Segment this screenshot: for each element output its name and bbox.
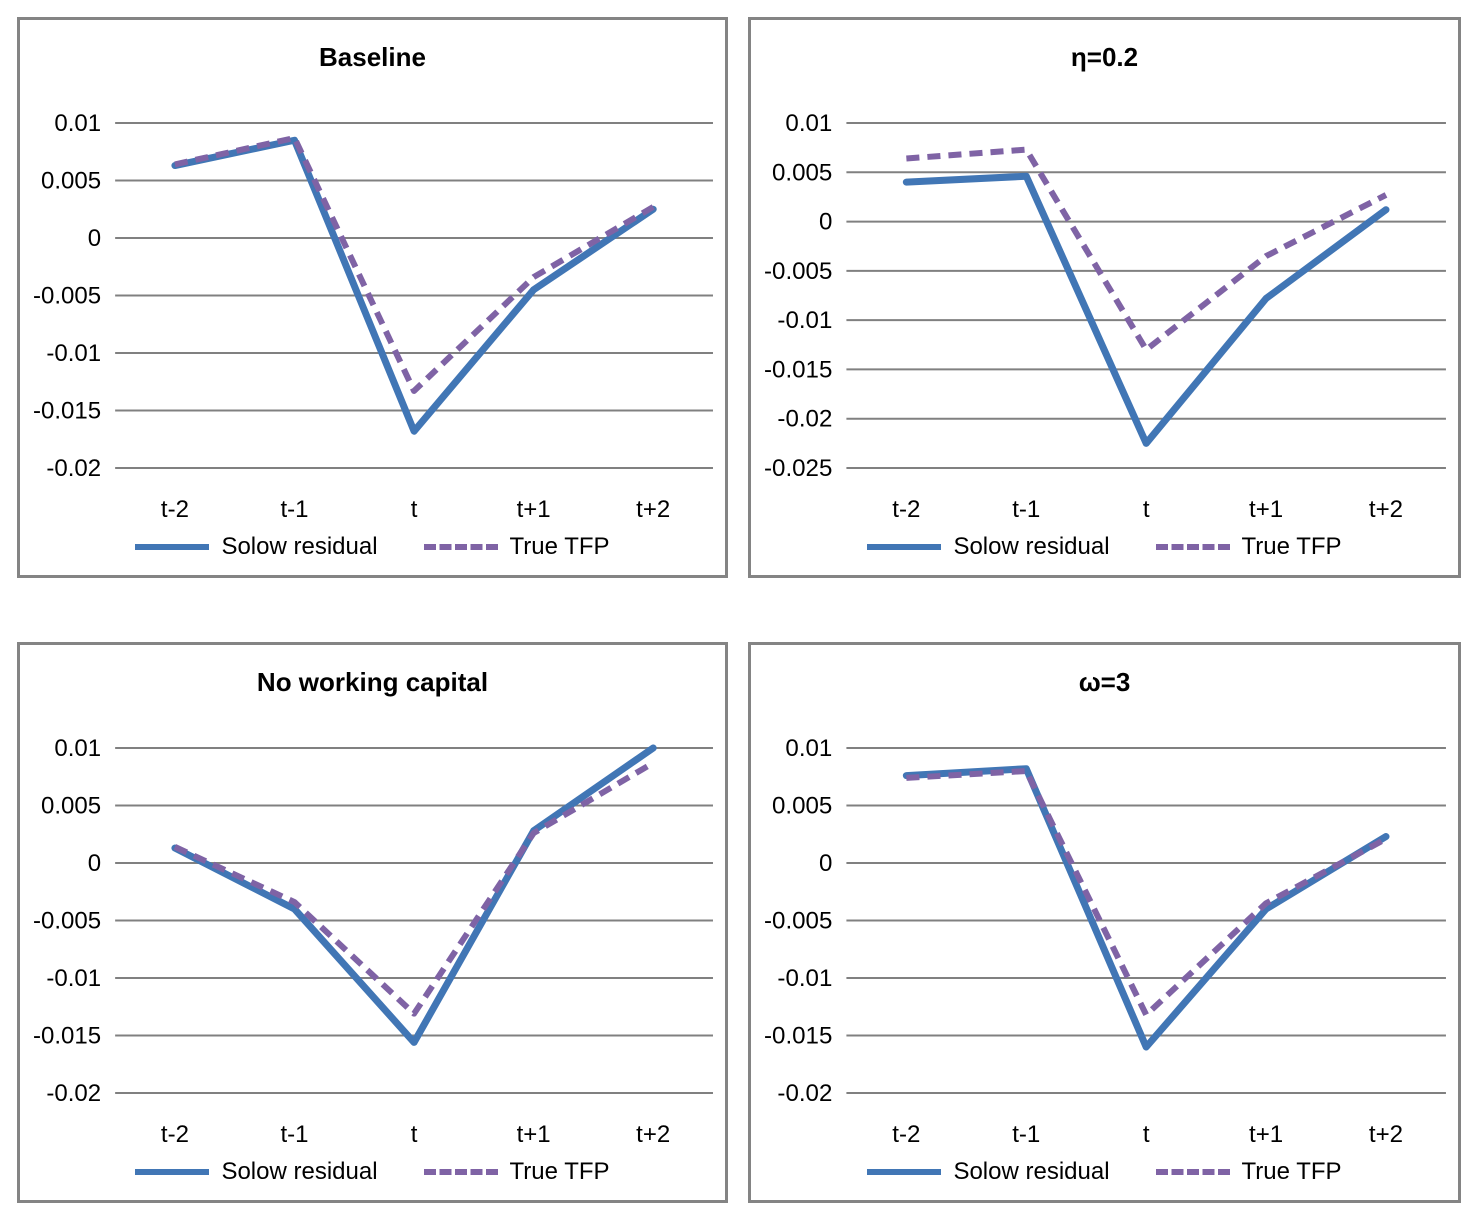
x-tick-label: t+1 [517, 1121, 551, 1148]
tfp-line-sample [1155, 1169, 1230, 1175]
x-tick-label: t-1 [280, 496, 308, 523]
tfp-line-sample [423, 1169, 498, 1175]
y-tick-label: -0.025 [764, 455, 832, 482]
legend-label: Solow residual [953, 1158, 1110, 1185]
y-tick-label: 0.01 [54, 110, 101, 137]
x-tick-label: t-2 [892, 1121, 920, 1148]
y-tick-label: 0.01 [785, 110, 832, 137]
chart-canvas: 0.01 0.005 0 -0.005 -0.01 -0.015 -0.02 -0.025 t-… [764, 110, 1446, 523]
legend-item-solow-residual: Solow residual [135, 1158, 378, 1186]
chart-legend: Solow residual True TFP [20, 533, 725, 561]
solow-series-line [902, 172, 1390, 447]
y-tick-label: 0.01 [54, 735, 101, 762]
legend-label: True TFP [509, 533, 610, 560]
x-tick-label: t+1 [1249, 496, 1283, 523]
solow-line-sample [867, 1169, 942, 1175]
x-tick-label: t+2 [636, 496, 670, 523]
x-tick-label: t-1 [1012, 496, 1040, 523]
y-tick-label: 0 [819, 209, 832, 236]
y-tick-label: -0.02 [777, 406, 832, 433]
solow-series-line [171, 136, 657, 435]
tfp-series-line [906, 768, 1388, 1018]
legend-label: True TFP [1241, 1158, 1342, 1185]
y-tick-label: -0.02 [46, 455, 101, 482]
legend-label: Solow residual [221, 1158, 378, 1185]
chart-panel-no-working-capital: No working capital 0.01 0.005 0 -0.005 -0.01… [17, 642, 728, 1203]
x-tick-label: t+1 [517, 496, 551, 523]
solow-line-sample [867, 544, 942, 550]
legend-item-true-tfp: True TFP [423, 1158, 610, 1186]
y-tick-label: 0.005 [41, 168, 101, 195]
x-tick-label: t-2 [161, 496, 189, 523]
y-tick-label: -0.005 [764, 908, 832, 935]
tfp-line-sample [1155, 544, 1230, 550]
legend-label: True TFP [1241, 533, 1342, 560]
solow-line-sample [135, 544, 210, 550]
x-tick-label: t [1143, 496, 1150, 523]
solow-line-sample [135, 1169, 210, 1175]
x-tick-label: t-2 [161, 1121, 189, 1148]
x-tick-label: t+2 [636, 1121, 670, 1148]
chart-panel-eta: η=0.2 0.01 0.005 0 -0.005 -0.01 -0.015 -0.02 -0… [748, 17, 1461, 578]
legend-item-solow-residual: Solow residual [135, 533, 378, 561]
x-tick-label: t [411, 1121, 418, 1148]
y-tick-label: 0.005 [41, 793, 101, 820]
x-tick-label: t-2 [892, 496, 920, 523]
y-tick-label: -0.01 [46, 965, 101, 992]
x-tick-label: t [411, 496, 418, 523]
chart-canvas: 0.01 0.005 0 -0.005 -0.01 -0.015 -0.02 t-2 t-1 t t… [33, 735, 713, 1148]
y-tick-label: 0.01 [785, 735, 832, 762]
y-tick-label: -0.02 [46, 1080, 101, 1107]
x-tick-label: t-1 [280, 1121, 308, 1148]
legend-item-true-tfp: True TFP [1155, 1158, 1342, 1186]
y-tick-label: -0.01 [777, 965, 832, 992]
chart-legend: Solow residual True TFP [20, 1158, 725, 1186]
x-tick-label: t [1143, 1121, 1150, 1148]
y-tick-label: 0 [819, 850, 832, 877]
chart-panel-baseline: Baseline 0.01 0.005 0 -0.005 -0.01 -0.015 -0.0… [17, 17, 728, 578]
chart-legend: Solow residual True TFP [751, 533, 1458, 561]
legend-label: Solow residual [221, 533, 378, 560]
y-tick-label: 0.005 [772, 159, 832, 186]
chart-title: Baseline [319, 42, 426, 72]
y-tick-label: 0 [88, 225, 101, 252]
y-tick-label: -0.02 [777, 1080, 832, 1107]
tfp-series-line [174, 134, 655, 394]
x-tick-label: t+2 [1369, 496, 1403, 523]
chart-legend: Solow residual True TFP [751, 1158, 1458, 1186]
y-tick-label: -0.005 [764, 258, 832, 285]
tfp-line-sample [423, 544, 498, 550]
legend-item-solow-residual: Solow residual [867, 533, 1110, 561]
y-tick-label: -0.015 [764, 1023, 832, 1050]
legend-item-true-tfp: True TFP [423, 533, 610, 561]
chart-title: ω=3 [1078, 667, 1131, 697]
y-tick-label: -0.01 [46, 340, 101, 367]
legend-label: Solow residual [953, 533, 1110, 560]
x-tick-label: t-1 [1012, 1121, 1040, 1148]
y-tick-label: -0.005 [33, 908, 101, 935]
y-tick-label: -0.015 [764, 356, 832, 383]
x-tick-label: t+1 [1249, 1121, 1283, 1148]
legend-label: True TFP [509, 1158, 610, 1185]
chart-title: η=0.2 [1070, 42, 1139, 72]
x-tick-label: t+2 [1369, 1121, 1403, 1148]
chart-panel-omega: ω=3 0.01 0.005 0 -0.005 -0.01 -0.015 -0.02 t-2 t… [748, 642, 1461, 1203]
y-tick-label: -0.015 [33, 1023, 101, 1050]
tfp-series-line [173, 760, 655, 1017]
y-tick-label: 0.005 [772, 793, 832, 820]
y-tick-label: -0.005 [33, 283, 101, 310]
chart-canvas: 0.01 0.005 0 -0.005 -0.01 -0.015 -0.02 t-2 t-1 t t… [33, 110, 713, 523]
solow-series-line [171, 744, 657, 1046]
y-tick-label: 0 [88, 850, 101, 877]
legend-item-true-tfp: True TFP [1155, 533, 1342, 561]
tfp-series-line [906, 146, 1388, 353]
chart-title: No working capital [256, 667, 489, 697]
y-tick-label: -0.01 [777, 307, 832, 334]
solow-series-line [902, 765, 1390, 1051]
y-tick-label: -0.015 [33, 398, 101, 425]
chart-canvas: 0.01 0.005 0 -0.005 -0.01 -0.015 -0.02 t-2 t-1 t t… [764, 735, 1446, 1148]
legend-item-solow-residual: Solow residual [867, 1158, 1110, 1186]
